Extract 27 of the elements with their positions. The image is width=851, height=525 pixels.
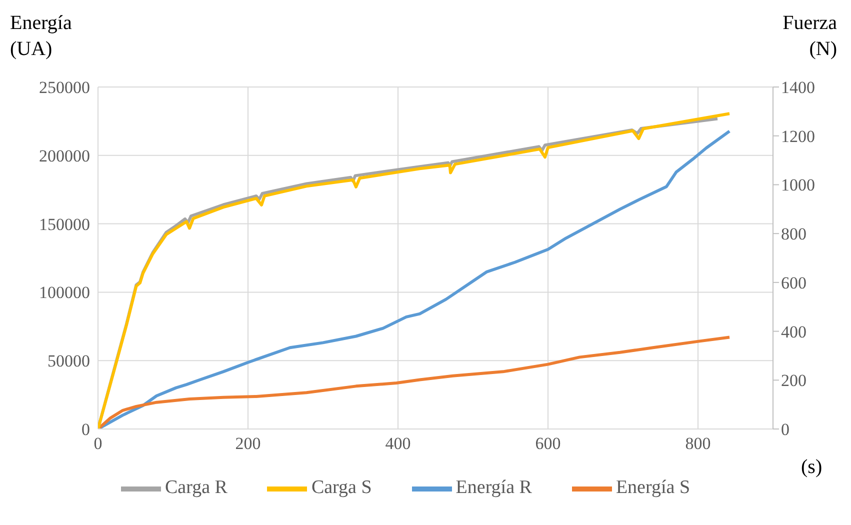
line-series xyxy=(98,336,731,429)
legend-label: Energía R xyxy=(456,477,532,498)
y-tick-label: 100000 xyxy=(39,283,90,302)
x-tick-label: 0 xyxy=(94,434,102,454)
x-tick-label: 600 xyxy=(535,434,561,454)
x-tick-label: 800 xyxy=(685,434,711,454)
y-tick-label: 0 xyxy=(82,420,90,440)
y-tick-label: 200000 xyxy=(39,146,90,166)
y2-tick-label: 200 xyxy=(781,371,806,390)
x-axis-title: (s) xyxy=(801,456,822,479)
legend-label: Carga S xyxy=(311,477,372,498)
legend-label: Carga R xyxy=(164,477,228,498)
y2-tick-label: 1400 xyxy=(781,78,815,98)
x-tick-label: 200 xyxy=(235,434,261,454)
y-tick-label: 50000 xyxy=(48,352,90,371)
y2-tick-label: 1000 xyxy=(781,176,815,195)
x-tick-label: 400 xyxy=(385,434,411,454)
y2-axis-title: Fuerza (N) xyxy=(782,11,837,62)
y2-tick-label: 600 xyxy=(781,273,806,292)
y2-tick-label: 400 xyxy=(781,322,806,342)
legend-label: Energía S xyxy=(616,477,690,498)
y2-tick-label: 0 xyxy=(781,420,790,440)
y-tick-label: 250000 xyxy=(39,78,90,98)
y2-tick-label: 1200 xyxy=(781,126,815,146)
y-tick-label: 150000 xyxy=(39,214,90,234)
y2-tick-label: 800 xyxy=(781,224,806,244)
y-axis-title: Energía (UA) xyxy=(10,11,72,62)
